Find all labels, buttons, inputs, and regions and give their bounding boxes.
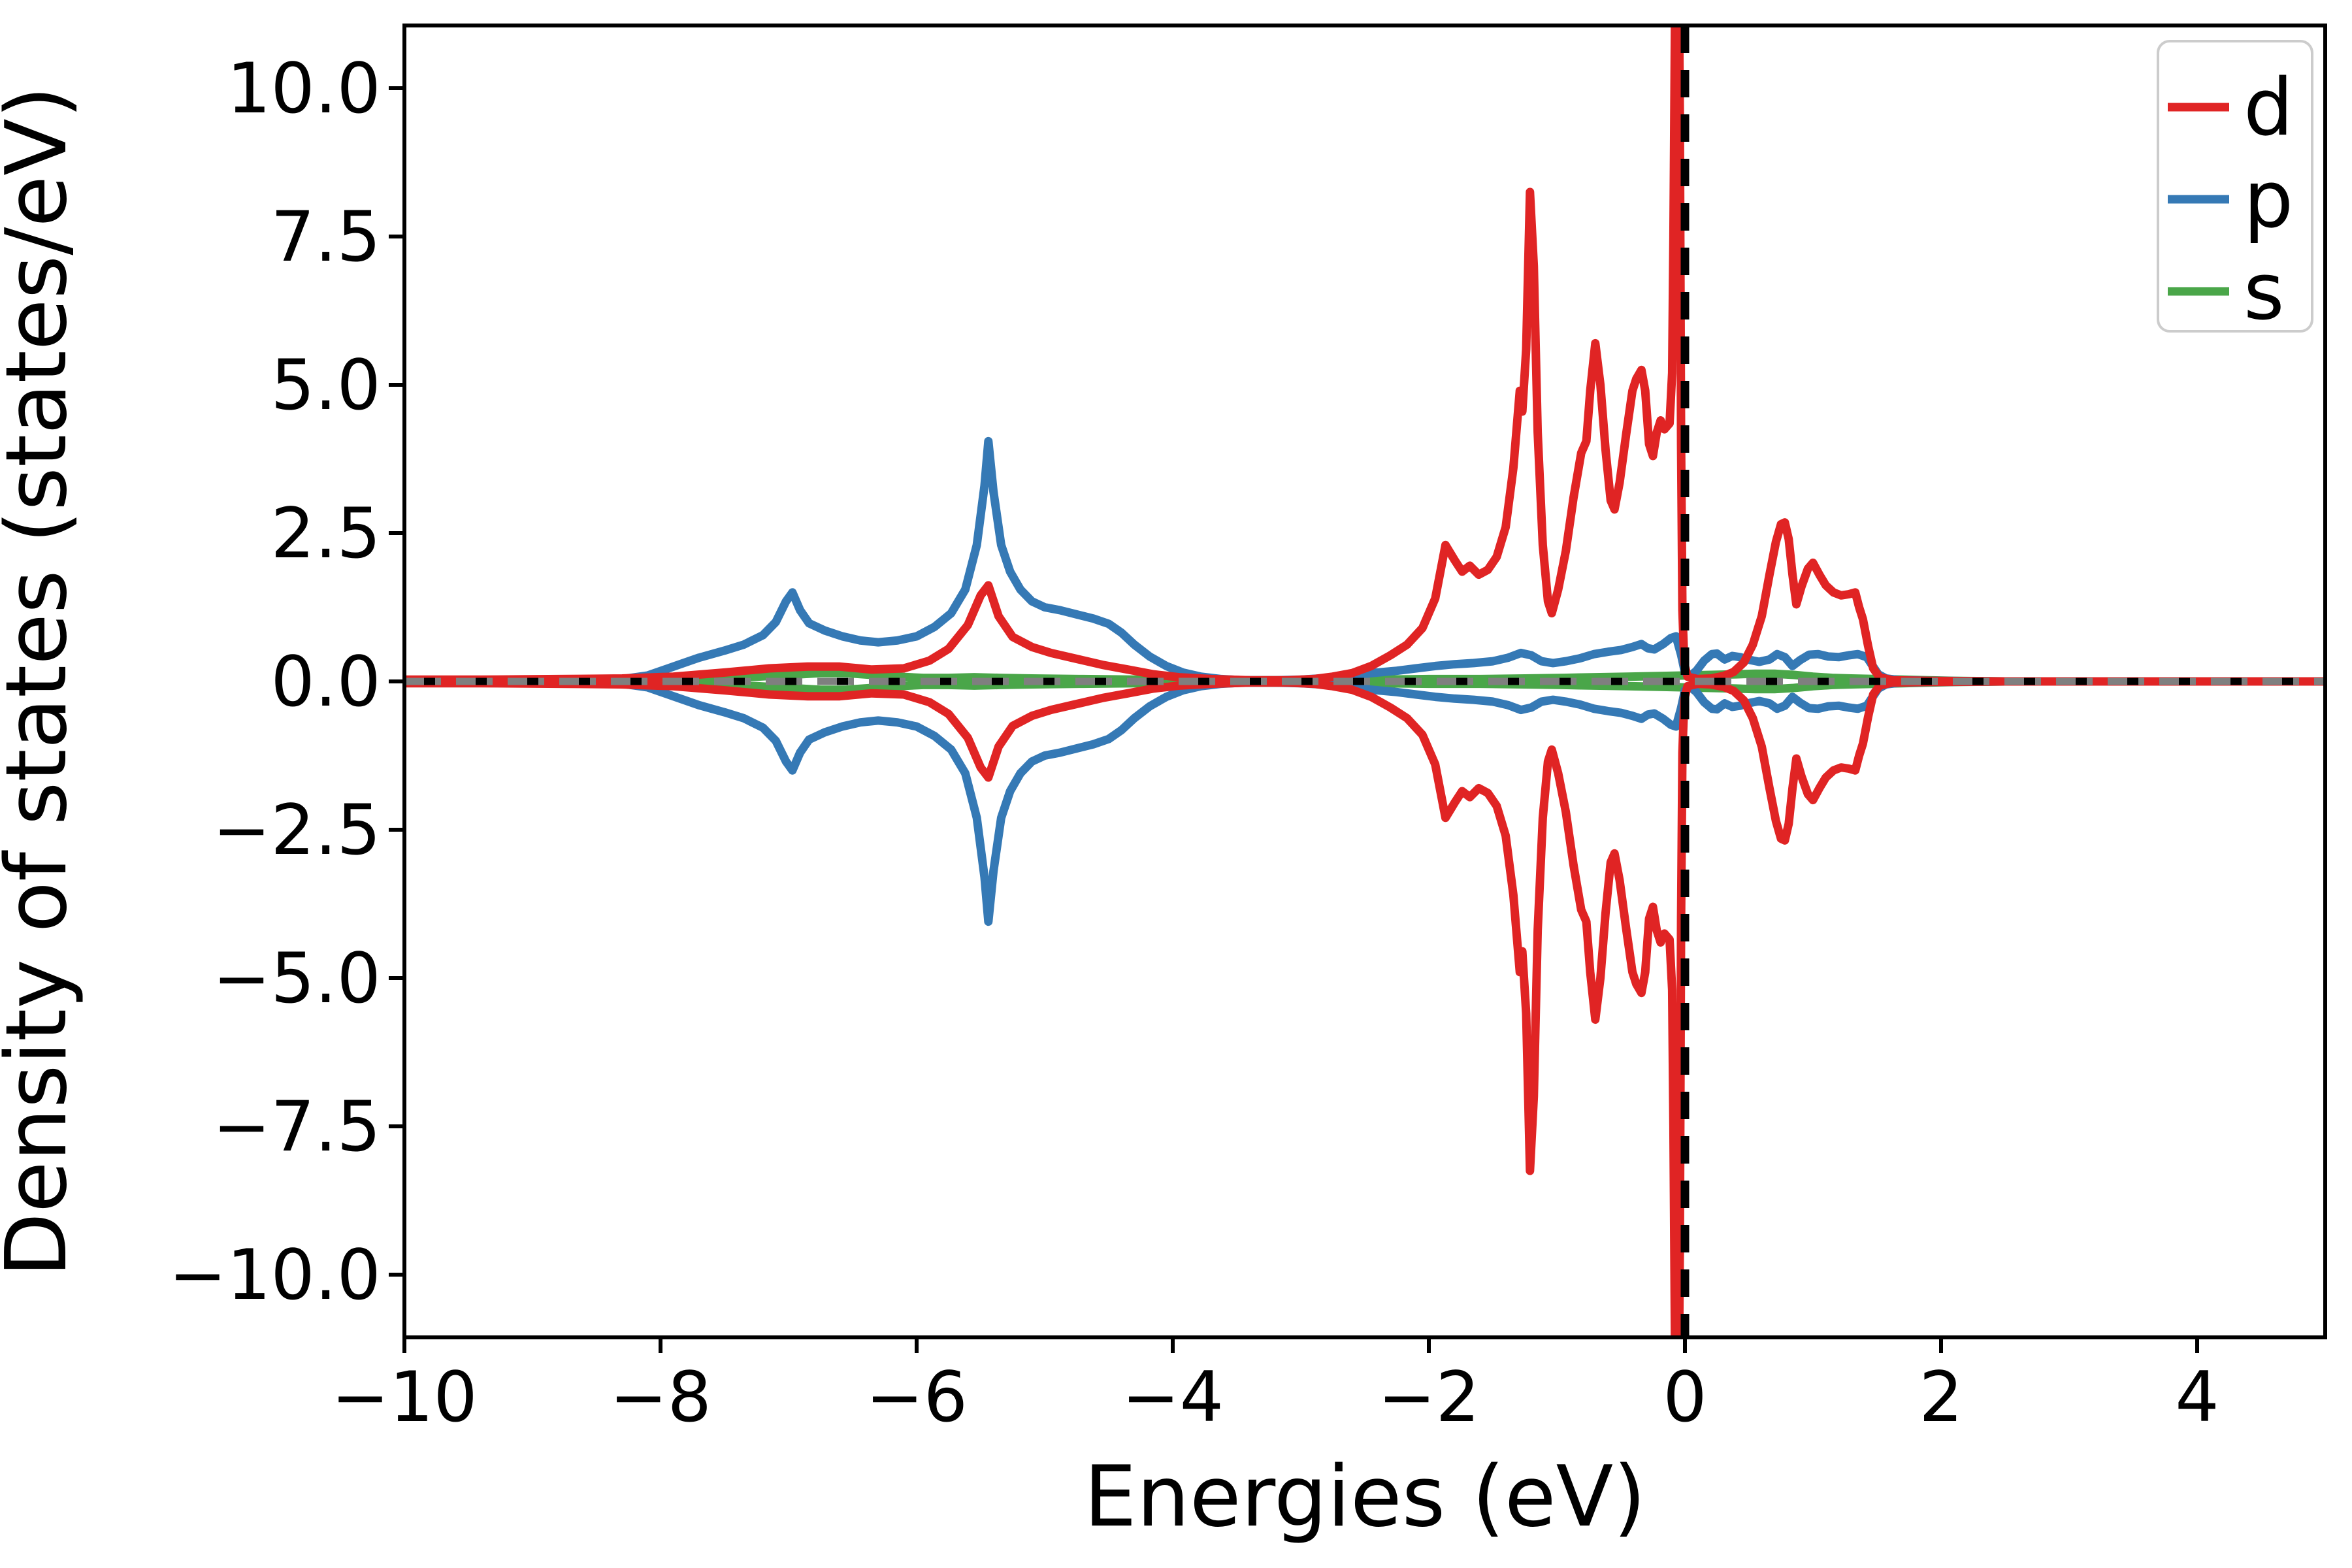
legend-label-s: s [2244,247,2285,338]
y-tick-label: 10.0 [227,48,381,129]
y-tick-label: 5.0 [270,345,381,425]
x-tick-label: 0 [1663,1357,1707,1437]
y-tick-label: −2.5 [213,790,381,870]
legend: dps [2157,40,2313,338]
reference-lines [404,25,2325,1337]
series-d-spin-down-line [404,677,2325,1337]
x-tick-label: −6 [866,1357,968,1437]
y-tick-label: −7.5 [213,1086,381,1167]
x-tick-label: −4 [1122,1357,1224,1437]
dos-curves [404,25,2325,1337]
legend-label-p: p [2244,155,2293,246]
y-axis-label: Density of states (states/eV) [0,86,86,1277]
series-p-spin-down-line [404,677,2325,926]
x-axis-label: Energies (eV) [1084,1448,1646,1546]
x-tick-label: −8 [610,1357,711,1437]
y-tick-label: 0.0 [270,642,381,722]
legend-label-d: d [2244,63,2293,154]
y-axis-ticks: 10.0 7.5 5.0 2.5 0.0 −2.5 −5.0 −7.5 −10.0 [169,48,404,1315]
x-tick-label: −10 [331,1357,478,1437]
series-d-spin-up-line [404,25,2325,686]
y-tick-label: −5.0 [213,938,381,1019]
x-tick-label: 4 [2175,1357,2219,1437]
x-axis-ticks: −10 −8 −6 −4 −2 0 2 4 [331,1337,2219,1437]
x-tick-label: −2 [1378,1357,1480,1437]
y-tick-label: −10.0 [169,1235,381,1315]
series-p-spin-up-line [404,436,2325,686]
y-tick-label: 2.5 [270,493,381,574]
x-tick-label: 2 [1919,1357,1963,1437]
legend-box [2157,40,2313,333]
y-tick-label: 7.5 [270,197,381,277]
